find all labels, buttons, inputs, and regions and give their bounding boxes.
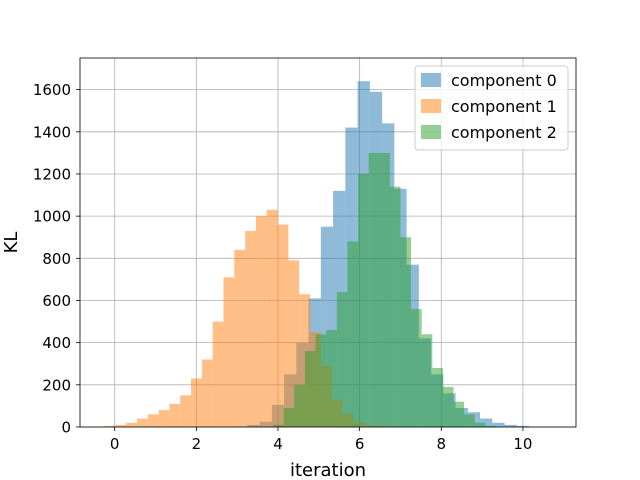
histogram-bar [453, 401, 465, 427]
x-tick-label: 0 [110, 435, 120, 453]
histogram-bar [474, 422, 486, 427]
histogram-bar [104, 425, 116, 427]
legend-swatch-component-0 [421, 73, 441, 87]
y-tick-label: 400 [42, 334, 71, 352]
histogram-bar [245, 230, 256, 427]
histogram-bar [368, 152, 380, 427]
legend: component 0 component 1 component 2 [414, 65, 569, 151]
y-tick-label: 1600 [33, 81, 71, 99]
legend-label-component-0: component 0 [451, 71, 557, 90]
series-component-2 [273, 152, 496, 427]
legend-box [414, 65, 569, 151]
y-tick-label: 1400 [33, 123, 71, 141]
histogram-bar [432, 367, 443, 427]
histogram-bar [400, 237, 412, 427]
histogram-bar [411, 308, 422, 427]
histogram-bar [379, 152, 390, 427]
histogram-bar [421, 334, 433, 427]
histogram-bar [180, 395, 192, 427]
histogram-bar [504, 424, 517, 427]
histogram-bar [336, 292, 348, 427]
y-axis-ticks: 0 200 400 600 800 1000 1200 1400 1600 [33, 81, 80, 437]
histogram-bar [464, 414, 475, 427]
x-tick-label: 8 [437, 435, 447, 453]
histogram-bar [158, 410, 170, 427]
histogram-bar [294, 384, 305, 427]
x-axis-ticks: 0 2 4 6 8 10 [110, 427, 532, 453]
histogram-bar [315, 334, 327, 427]
histogram-bar [283, 408, 295, 427]
histogram-bar [485, 425, 496, 427]
y-tick-label: 600 [42, 292, 71, 310]
y-tick-label: 0 [61, 419, 71, 437]
histogram-bar [304, 351, 316, 427]
histogram-bar [516, 425, 530, 427]
histogram-bar [169, 403, 181, 427]
legend-swatch-component-2 [421, 125, 441, 139]
histogram-bar [480, 418, 493, 427]
histogram-bar [201, 359, 213, 427]
histogram-bar [126, 422, 137, 427]
histogram-bar [442, 386, 454, 427]
histogram-bar [115, 424, 127, 427]
x-tick-label: 4 [273, 435, 283, 453]
histogram-bar [212, 321, 224, 427]
legend-label-component-2: component 2 [451, 123, 557, 142]
histogram-bar [273, 424, 284, 427]
legend-label-component-1: component 1 [451, 97, 557, 116]
histogram-bar [288, 260, 300, 427]
y-tick-label: 800 [42, 250, 71, 268]
series-component-1 [104, 209, 397, 427]
y-tick-label: 200 [42, 376, 71, 394]
x-tick-label: 10 [513, 435, 532, 453]
histogram-bars [104, 81, 530, 428]
y-axis-label: KL [1, 232, 22, 254]
histogram-bar [255, 216, 267, 427]
histogram-bar [266, 209, 278, 427]
histogram-bar [492, 422, 505, 427]
histogram-bar [389, 186, 401, 427]
y-tick-label: 1200 [33, 165, 71, 183]
histogram-bar [234, 249, 246, 427]
histogram-bar [347, 241, 359, 427]
plot-frame [79, 57, 577, 428]
histogram-bar [147, 414, 159, 427]
histogram-bar [223, 277, 235, 427]
histogram-bar [299, 294, 311, 427]
legend-swatch-component-1 [421, 99, 441, 113]
histogram-bar [191, 378, 202, 427]
histogram-bar [358, 173, 369, 427]
x-axis-label: iteration [290, 460, 366, 480]
y-tick-label: 1000 [33, 208, 71, 226]
x-tick-label: 6 [355, 435, 365, 453]
x-tick-label: 2 [192, 435, 202, 453]
histogram-bar [277, 224, 289, 427]
histogram-bar [326, 330, 337, 427]
histogram-bar [136, 418, 148, 427]
